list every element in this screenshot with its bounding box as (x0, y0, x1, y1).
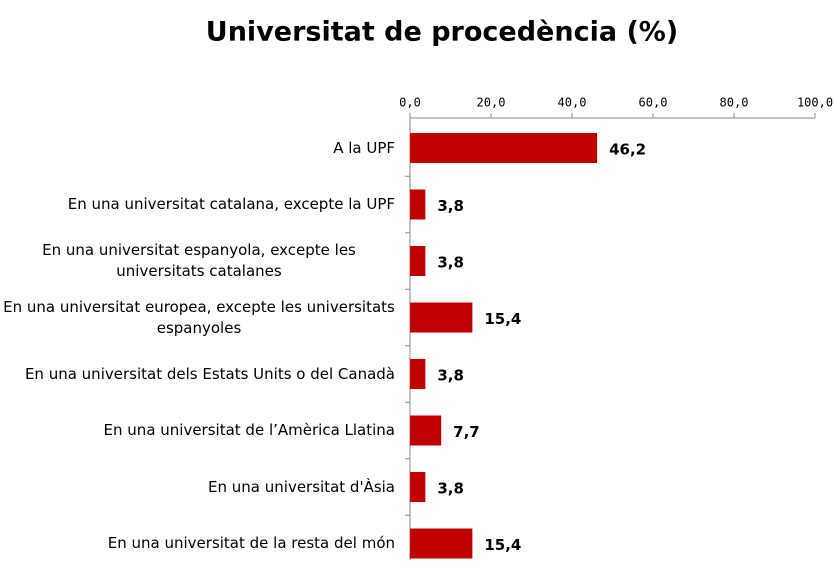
bar (410, 472, 426, 502)
y-tick-label: En una universitat espanyola, excepte le… (42, 241, 356, 280)
x-tick-label: 80,0 (720, 96, 749, 110)
value-label: 46,2 (609, 141, 646, 159)
bar (410, 302, 473, 333)
y-category: En una universitat d'Àsia (0, 462, 395, 512)
x-tick-label: 60,0 (639, 96, 668, 110)
bar (410, 133, 598, 163)
chart-title: Universitat de procedència (%) (206, 17, 678, 48)
value-label: 3,8 (437, 480, 464, 498)
y-category: En una universitat de l’Amèrica Llatina (0, 406, 395, 456)
value-label: 3,8 (437, 197, 464, 215)
value-label: 3,8 (437, 367, 464, 385)
y-category: En una universitat dels Estats Units o d… (0, 349, 395, 399)
x-tick-label: 100,0 (797, 96, 833, 110)
y-category: En una universitat europea, excepte les … (0, 293, 395, 343)
y-tick-label: En una universitat europea, excepte les … (3, 297, 395, 337)
value-label: 15,4 (484, 536, 521, 554)
bar (410, 359, 426, 389)
bar (410, 189, 426, 220)
value-label: 3,8 (437, 254, 464, 272)
y-tick-label: En una universitat catalana, excepte la … (67, 195, 395, 213)
y-category: En una universitat catalana, excepte la … (0, 180, 395, 230)
value-label: 7,7 (453, 423, 480, 441)
value-label: 15,4 (484, 310, 521, 328)
y-tick-label: En una universitat de l’Amèrica Llatina (103, 421, 395, 439)
y-tick-label: A la UPF (333, 138, 395, 157)
bar (410, 246, 426, 276)
bar (410, 415, 442, 446)
y-tick-label: En una universitat d'Àsia (208, 477, 395, 496)
x-tick-label: 0,0 (399, 96, 421, 110)
bar (410, 528, 473, 559)
y-tick-label: En una universitat de la resta del món (107, 534, 395, 552)
y-tick-label: En una universitat dels Estats Units o d… (24, 364, 395, 383)
y-category: En una universitat espanyola, excepte le… (0, 236, 395, 286)
y-category: A la UPF (0, 123, 395, 173)
x-tick-label: 20,0 (477, 96, 506, 110)
y-category: En una universitat de la resta del món (0, 519, 395, 569)
x-tick-label: 40,0 (558, 96, 587, 110)
